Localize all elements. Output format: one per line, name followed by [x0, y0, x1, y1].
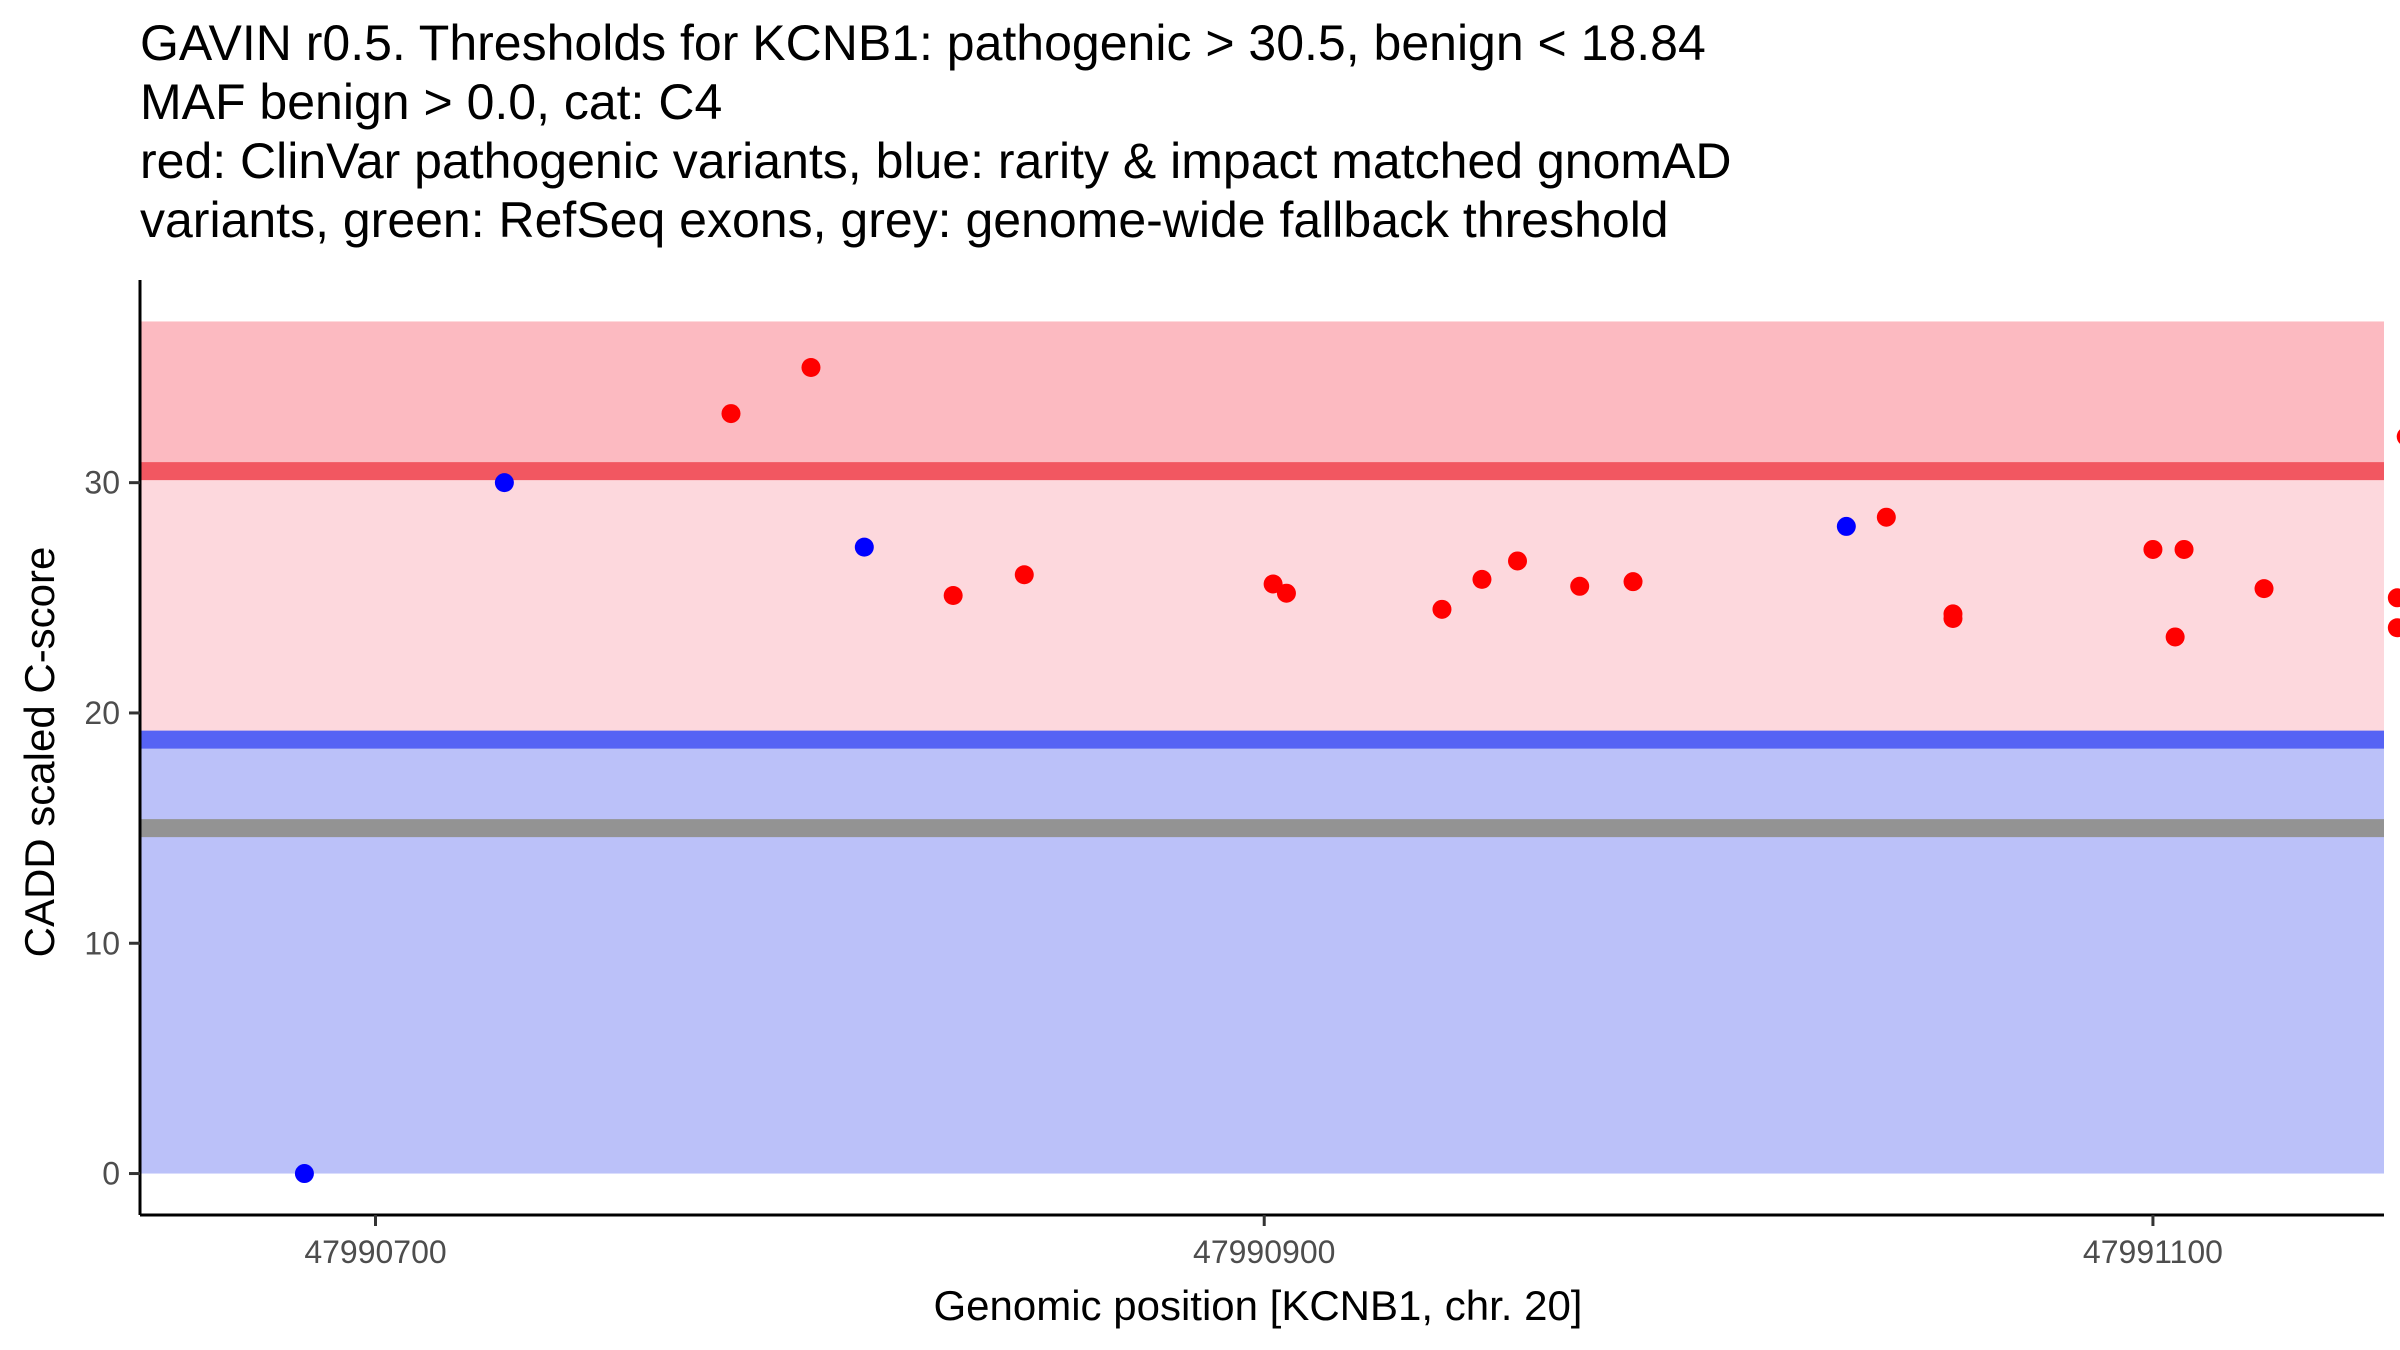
clinvar-pathogenic-point [943, 586, 963, 606]
benign-region-band [140, 739, 2384, 1174]
clinvar-pathogenic-point [721, 404, 741, 424]
gnomad-matched-point [854, 537, 874, 557]
clinvar-pathogenic-point [1876, 507, 1896, 527]
chart-title-line-2: MAF benign > 0.0, cat: C4 [140, 74, 723, 130]
clinvar-pathogenic-point [2174, 539, 2194, 559]
chart-title-line-3: red: ClinVar pathogenic variants, blue: … [140, 133, 1732, 189]
clinvar-pathogenic-point [2165, 627, 2185, 647]
axes: 0102030479907004799090047991100479913004… [84, 280, 2384, 1270]
gnomad-matched-point [494, 473, 514, 493]
gnomad-matched-point [1836, 516, 1856, 536]
uncertain-region-band [140, 471, 2384, 740]
pathogenic-region-band [140, 321, 2384, 472]
clinvar-pathogenic-point [1432, 599, 1452, 619]
clinvar-pathogenic-point [1623, 572, 1643, 592]
y-axis-title: CADD scaled C-score [16, 547, 63, 958]
y-tick-label: 30 [84, 465, 120, 501]
y-tick-label: 10 [84, 925, 120, 961]
chart-title-line-4: variants, green: RefSeq exons, grey: gen… [140, 192, 1669, 248]
clinvar-pathogenic-point [2387, 588, 2400, 608]
clinvar-pathogenic-point [1276, 583, 1296, 603]
clinvar-pathogenic-point [1508, 551, 1528, 571]
x-tick-label: 47990900 [1193, 1234, 1335, 1270]
clinvar-pathogenic-point [801, 358, 821, 378]
x-tick-label: 47991100 [2083, 1234, 2223, 1270]
y-tick-label: 0 [102, 1156, 120, 1192]
threshold-lines [140, 462, 2384, 838]
clinvar-pathogenic-point [1472, 569, 1492, 589]
chart-title-line-1: GAVIN r0.5. Thresholds for KCNB1: pathog… [140, 15, 1706, 71]
threshold-bands [140, 321, 2384, 1174]
gnomad-matched-point [294, 1164, 314, 1184]
x-axis-title: Genomic position [KCNB1, chr. 20] [934, 1282, 1583, 1329]
y-tick-label: 20 [84, 695, 120, 731]
data-points [294, 358, 2400, 1184]
clinvar-pathogenic-point [1570, 576, 1590, 596]
clinvar-pathogenic-point [2143, 539, 2163, 559]
clinvar-pathogenic-point [2387, 618, 2400, 638]
chart-title-block: GAVIN r0.5. Thresholds for KCNB1: pathog… [140, 14, 2380, 250]
x-tick-label: 47990700 [304, 1234, 446, 1270]
clinvar-pathogenic-point [1014, 565, 1034, 585]
clinvar-pathogenic-point [2254, 579, 2274, 599]
clinvar-pathogenic-point [1263, 574, 1283, 594]
clinvar-pathogenic-point [2396, 429, 2400, 444]
clinvar-pathogenic-point [1943, 609, 1963, 629]
